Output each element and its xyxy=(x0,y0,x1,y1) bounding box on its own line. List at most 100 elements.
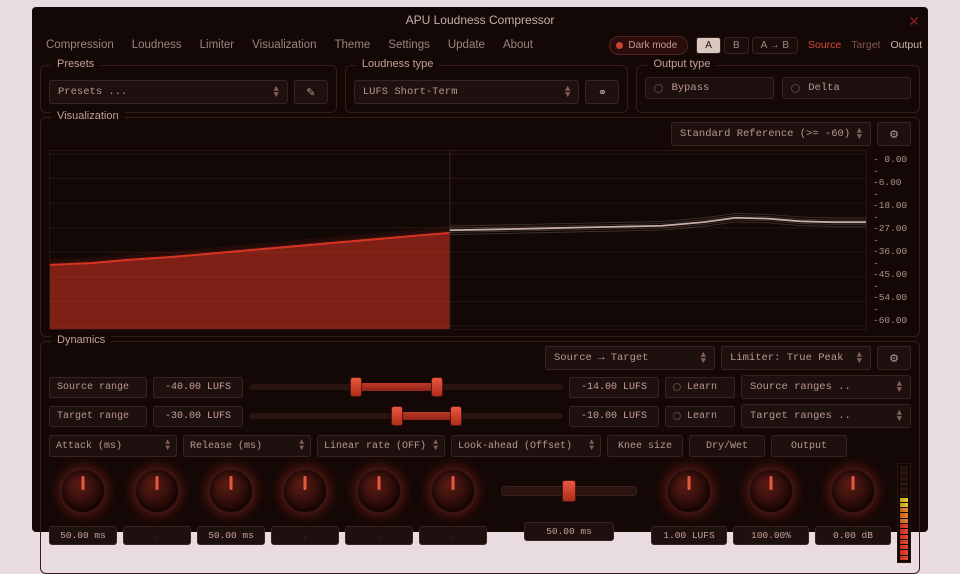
knob-header-row: Attack (ms) ▲▼ Release (ms) ▲▼ Linear ra… xyxy=(49,435,911,457)
output-readout[interactable]: 0.00 dB xyxy=(815,526,891,545)
knob-row: · · · · · 50.00 ms · · · · · . · · · · ·… xyxy=(49,463,911,565)
radio-icon xyxy=(654,84,663,93)
edit-preset-button[interactable]: ✎ xyxy=(294,80,328,104)
updown-icon: ▲▼ xyxy=(165,440,170,452)
target-learn-button[interactable]: Learn xyxy=(665,406,735,427)
loudness-type-legend: Loudness type xyxy=(356,58,440,70)
target-range-row: Target range -30.00 LUFS -10.00 LUFS Lea… xyxy=(49,404,911,428)
menu-visualization[interactable]: Visualization xyxy=(244,35,324,55)
close-icon[interactable]: ✕ xyxy=(908,13,920,30)
linear-readout-2[interactable]: . xyxy=(419,526,487,545)
y-tick-label: - -60.00 xyxy=(873,304,911,326)
viz-settings-button[interactable]: ⚙ xyxy=(877,122,911,146)
updown-icon: ▲▼ xyxy=(565,86,570,98)
y-tick-label: - -27.00 xyxy=(873,212,911,234)
source-range-slider[interactable] xyxy=(249,376,563,398)
target-range-slider[interactable] xyxy=(249,405,563,427)
lookahead-header[interactable]: Look-ahead (Offset) ▲▼ xyxy=(451,435,601,457)
output-bypass-radio[interactable]: Bypass xyxy=(645,77,774,99)
menu-loudness[interactable]: Loudness xyxy=(124,35,190,55)
output-vu-meter xyxy=(897,463,911,563)
y-tick-label: - -45.00 xyxy=(873,258,911,280)
menu-settings[interactable]: Settings xyxy=(380,35,438,55)
target-range-low[interactable]: -30.00 LUFS xyxy=(153,406,243,427)
output-delta-label: Delta xyxy=(808,82,840,94)
lookahead-offset-slider[interactable] xyxy=(493,467,645,515)
window-title: APU Loudness Compressor xyxy=(406,13,555,27)
linear-readout-1[interactable]: . xyxy=(345,526,413,545)
target-range-high[interactable]: -10.00 LUFS xyxy=(569,406,659,427)
link-button[interactable]: ⚭ xyxy=(585,80,619,104)
attack-knob-1-cell: · · · · · 50.00 ms xyxy=(49,463,117,545)
source-ranges-dropdown[interactable]: Source ranges .. ▲▼ xyxy=(741,375,911,399)
chart-canvas[interactable] xyxy=(49,150,867,330)
ab-b-button[interactable]: B xyxy=(724,37,749,54)
output-delta-radio[interactable]: Delta xyxy=(782,77,911,99)
dark-mode-toggle[interactable]: Dark mode xyxy=(609,36,688,55)
knee-readout[interactable]: 1.00 LUFS xyxy=(651,526,727,545)
attack-knob-1[interactable] xyxy=(59,467,107,515)
visualization-section: Visualization Standard Reference (>= -60… xyxy=(40,117,920,337)
io-target-label[interactable]: Target xyxy=(851,39,880,51)
output-bypass-label: Bypass xyxy=(671,82,709,94)
limiter-dropdown[interactable]: Limiter: True Peak ▲▼ xyxy=(721,346,871,370)
updown-icon: ▲▼ xyxy=(857,128,862,140)
menu-limiter[interactable]: Limiter xyxy=(192,35,243,55)
target-learn-label: Learn xyxy=(687,411,717,422)
linear-knob-1[interactable] xyxy=(355,467,403,515)
attack-knob-2-cell: · · · · · . xyxy=(123,463,191,545)
menu-compression[interactable]: Compression xyxy=(38,35,122,55)
y-tick-label: - -6.00 xyxy=(873,166,911,188)
flow-dropdown[interactable]: Source → Target ▲▼ xyxy=(545,346,715,370)
title-bar: APU Loudness Compressor ✕ xyxy=(32,13,928,31)
ab-copy-button[interactable]: A → B xyxy=(752,37,798,54)
drywet-knob[interactable] xyxy=(747,467,795,515)
source-range-row: Source range -40.00 LUFS -14.00 LUFS Lea… xyxy=(49,375,911,399)
output-knob[interactable] xyxy=(829,467,877,515)
pencil-icon: ✎ xyxy=(306,86,315,99)
reference-selected: Standard Reference (>= -60) xyxy=(680,128,850,140)
io-source-label[interactable]: Source xyxy=(808,39,841,51)
source-learn-button[interactable]: Learn xyxy=(665,377,735,398)
link-icon: ⚭ xyxy=(598,86,607,99)
attack-readout-1[interactable]: 50.00 ms xyxy=(49,526,117,545)
linear-knob-1-cell: · · · · · . xyxy=(345,463,413,545)
drywet-readout[interactable]: 100.00% xyxy=(733,526,809,545)
io-output-label[interactable]: Output xyxy=(890,39,922,51)
ab-a-button[interactable]: A xyxy=(696,37,721,54)
linear-rate-header[interactable]: Linear rate (OFF) ▲▼ xyxy=(317,435,445,457)
release-header[interactable]: Release (ms) ▲▼ xyxy=(183,435,311,457)
loudness-type-dropdown[interactable]: LUFS Short-Term ▲▼ xyxy=(354,80,580,104)
menu-about[interactable]: About xyxy=(495,35,541,55)
dynamics-settings-button[interactable]: ⚙ xyxy=(877,346,911,370)
presets-legend: Presets xyxy=(51,58,100,70)
menu-bar: Compression Loudness Limiter Visualizati… xyxy=(32,31,928,59)
release-knob-1-cell: · · · · · 50.00 ms xyxy=(197,463,265,545)
presets-dropdown[interactable]: Presets ... ▲▼ xyxy=(49,80,288,104)
release-knob-2[interactable] xyxy=(281,467,329,515)
menu-theme[interactable]: Theme xyxy=(327,35,379,55)
updown-icon: ▲▼ xyxy=(273,86,278,98)
updown-icon: ▲▼ xyxy=(589,440,594,452)
radio-icon xyxy=(673,412,681,420)
source-range-low[interactable]: -40.00 LUFS xyxy=(153,377,243,398)
flow-selected: Source → Target xyxy=(554,352,649,364)
attack-knob-2[interactable] xyxy=(133,467,181,515)
knee-header: Knee size xyxy=(607,435,683,457)
lookahead-readout[interactable]: 50.00 ms xyxy=(524,522,614,541)
release-knob-1[interactable] xyxy=(207,467,255,515)
dynamics-section: Dynamics Source → Target ▲▼ Limiter: Tru… xyxy=(40,341,920,574)
linear-knob-2[interactable] xyxy=(429,467,477,515)
release-readout-1[interactable]: 50.00 ms xyxy=(197,526,265,545)
attack-header[interactable]: Attack (ms) ▲▼ xyxy=(49,435,177,457)
presets-selected: Presets ... xyxy=(58,86,127,98)
menu-update[interactable]: Update xyxy=(440,35,493,55)
release-readout-2[interactable]: . xyxy=(271,526,339,545)
y-tick-label: - -36.00 xyxy=(873,235,911,257)
dark-mode-label: Dark mode xyxy=(628,40,677,51)
attack-readout-2[interactable]: . xyxy=(123,526,191,545)
knee-knob[interactable] xyxy=(665,467,713,515)
target-ranges-dropdown[interactable]: Target ranges .. ▲▼ xyxy=(741,404,911,428)
source-range-high[interactable]: -14.00 LUFS xyxy=(569,377,659,398)
reference-dropdown[interactable]: Standard Reference (>= -60) ▲▼ xyxy=(671,122,871,146)
